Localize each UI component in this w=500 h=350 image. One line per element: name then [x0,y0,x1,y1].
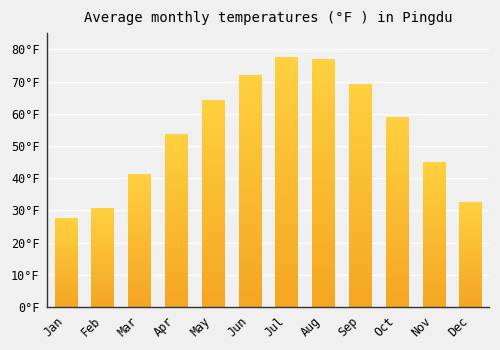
Title: Average monthly temperatures (°F ) in Pingdu: Average monthly temperatures (°F ) in Pi… [84,11,452,25]
